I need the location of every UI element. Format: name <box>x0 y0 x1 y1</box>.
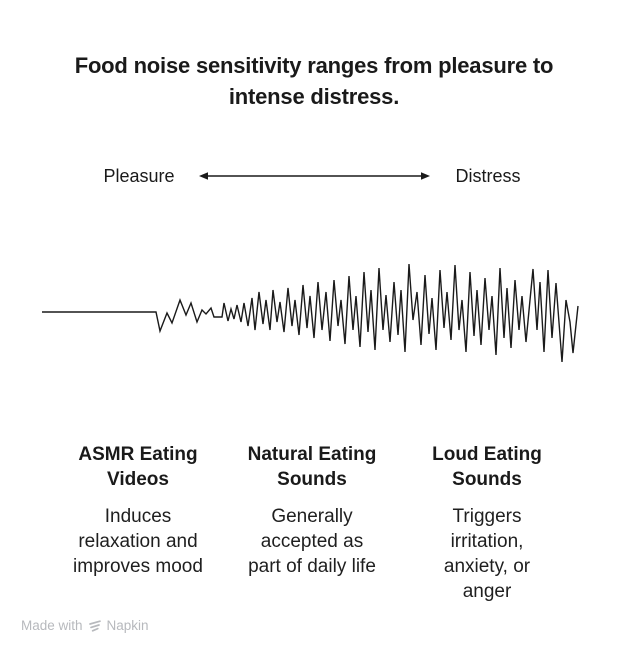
spectrum-label-distress: Distress <box>455 166 521 186</box>
column-heading: Natural Eating Sounds <box>247 444 377 490</box>
spectrum-label-pleasure: Pleasure <box>103 166 175 186</box>
watermark-brand: Napkin <box>106 618 149 633</box>
watermark: Made with Napkin <box>21 618 149 633</box>
page-title: Food noise sensitivity ranges from pleas… <box>74 53 554 109</box>
waveform-polyline <box>42 263 579 363</box>
double-arrow-icon <box>199 172 430 180</box>
column-asmr-eating-videos: ASMR Eating Videos Induces relaxation an… <box>48 442 228 579</box>
column-body: Generally accepted as part of daily life <box>248 506 376 577</box>
column-body: Triggers irritation, anxiety, or anger <box>443 506 531 602</box>
waveform-graphic <box>42 263 579 363</box>
column-heading: ASMR Eating Videos <box>78 444 198 490</box>
column-loud-eating-sounds: Loud Eating Sounds Triggers irritation, … <box>397 442 577 604</box>
column-body: Induces relaxation and improves mood <box>73 506 203 577</box>
column-natural-eating-sounds: Natural Eating Sounds Generally accepted… <box>222 442 402 579</box>
watermark-text: Made with <box>21 618 83 633</box>
column-heading: Loud Eating Sounds <box>432 444 542 490</box>
napkin-logo-icon <box>88 619 101 632</box>
